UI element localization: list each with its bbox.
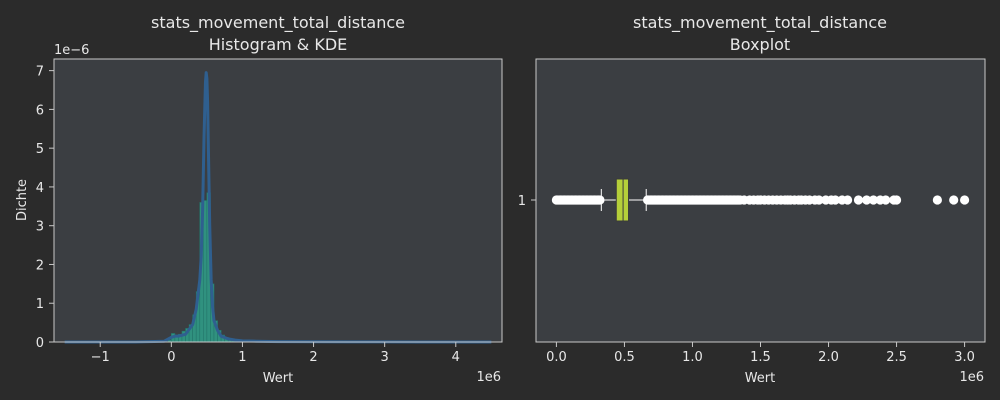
histogram-y-axis-label: Dichte bbox=[15, 179, 30, 221]
boxplot-y-ticks: 1 bbox=[518, 194, 536, 209]
boxplot-x-tick-label: 3.0 bbox=[954, 350, 975, 365]
outlier-point bbox=[842, 195, 853, 205]
outlier-point bbox=[814, 195, 824, 205]
histogram-x-offset-text: 1e6 bbox=[476, 370, 501, 385]
histogram-x-tick-label: 0 bbox=[167, 350, 175, 365]
histogram-y-tick-label: 7 bbox=[36, 65, 44, 80]
histogram-panel: stats_movement_total_distance Histogram … bbox=[15, 13, 503, 386]
histogram-y-tick-label: 6 bbox=[36, 103, 44, 118]
boxplot-x-tick-label: 0.5 bbox=[614, 350, 635, 365]
boxplot-x-offset-text: 1e6 bbox=[959, 370, 984, 385]
histogram-y-tick-label: 2 bbox=[36, 258, 44, 273]
outlier-point bbox=[595, 195, 605, 205]
boxplot-x-tick-label: 0.0 bbox=[546, 350, 567, 365]
boxplot-x-ticks: 0.0 0.5 1.0 1.5 2.0 2.5 3.0 bbox=[546, 342, 975, 365]
outlier-point bbox=[830, 195, 840, 205]
histogram-plot-area bbox=[54, 59, 502, 342]
boxplot-x-axis-label: Wert bbox=[745, 371, 776, 386]
boxplot-x-tick-label: 2.5 bbox=[886, 350, 907, 365]
outlier-point bbox=[853, 195, 864, 205]
histogram-y-tick-label: 3 bbox=[36, 220, 44, 235]
outlier-point bbox=[932, 195, 942, 205]
histogram-x-tick-label: 2 bbox=[309, 350, 317, 365]
histogram-y-ticks: 0 1 2 3 4 5 6 7 bbox=[36, 65, 54, 351]
histogram-x-tick-label: 1 bbox=[238, 350, 246, 365]
boxplot-x-tick-label: 1.0 bbox=[682, 350, 703, 365]
histogram-bar bbox=[203, 200, 208, 343]
boxplot-title-line-1: stats_movement_total_distance bbox=[633, 13, 887, 33]
boxplot-box bbox=[600, 178, 647, 222]
histogram-x-tick-label: −1 bbox=[91, 350, 110, 365]
outlier-point bbox=[868, 195, 879, 205]
histogram-x-tick-label: 3 bbox=[381, 350, 389, 365]
interquartile-box bbox=[615, 178, 630, 222]
histogram-title-line-2: Histogram & KDE bbox=[209, 35, 348, 54]
histogram-x-axis-label: Wert bbox=[263, 371, 294, 386]
histogram-y-offset-text: 1e−6 bbox=[54, 43, 89, 58]
boxplot-y-tick-label: 1 bbox=[518, 194, 526, 209]
histogram-y-tick-label: 4 bbox=[36, 181, 44, 196]
histogram-y-tick-label: 1 bbox=[36, 297, 44, 312]
histogram-frame bbox=[53, 58, 503, 343]
histogram-x-tick-label: 4 bbox=[452, 350, 460, 365]
histogram-x-ticks: −1 0 1 2 3 4 bbox=[91, 342, 460, 365]
boxplot-title-line-2: Boxplot bbox=[730, 35, 790, 54]
outlier-point bbox=[891, 195, 902, 205]
boxplot-panel: stats_movement_total_distance Boxplot 0.… bbox=[518, 13, 986, 386]
histogram-title-line-1: stats_movement_total_distance bbox=[151, 13, 405, 33]
histogram-y-tick-label: 5 bbox=[36, 142, 44, 157]
boxplot-x-tick-label: 2.0 bbox=[818, 350, 839, 365]
boxplot-x-tick-label: 1.5 bbox=[750, 350, 771, 365]
outlier-point bbox=[881, 195, 891, 205]
outlier-point bbox=[949, 195, 959, 205]
outlier-point bbox=[862, 195, 872, 205]
histogram-y-tick-label: 0 bbox=[36, 336, 44, 351]
outlier-point bbox=[959, 195, 970, 205]
